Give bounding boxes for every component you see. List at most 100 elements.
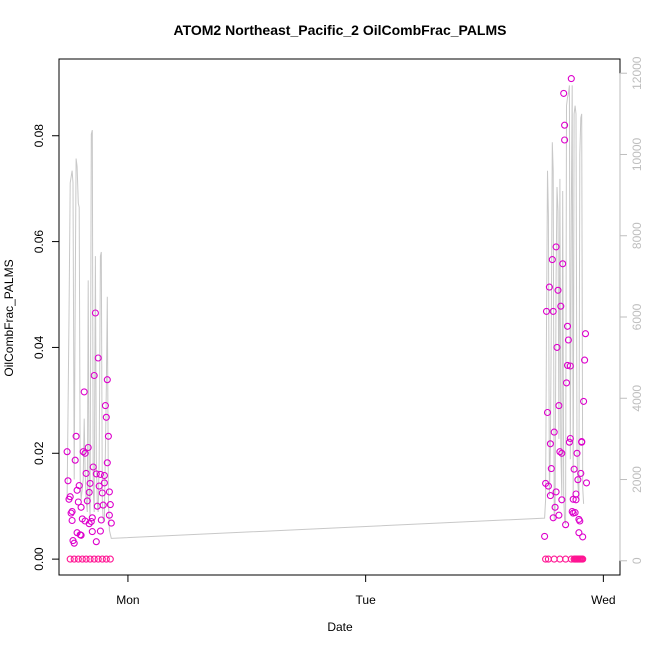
- data-point: [95, 482, 103, 490]
- data-point: [556, 555, 564, 563]
- data-point: [562, 379, 571, 387]
- data-point: [541, 532, 549, 540]
- data-point: [63, 448, 71, 456]
- data-point: [81, 449, 89, 457]
- data-point: [74, 498, 82, 506]
- data-point: [89, 463, 97, 471]
- data-point: [582, 479, 591, 487]
- data-point: [98, 489, 106, 497]
- data-point: [542, 307, 551, 315]
- data-point: [103, 459, 111, 467]
- data-point: [546, 440, 554, 448]
- data-point: [102, 555, 110, 563]
- data-point: [80, 388, 88, 396]
- data-point: [562, 555, 570, 563]
- data-point: [579, 555, 587, 563]
- data-point: [544, 482, 552, 490]
- data-point: [566, 362, 574, 370]
- data-point: [71, 456, 79, 464]
- data-point: [97, 516, 105, 524]
- data-point: [551, 503, 559, 511]
- data-point: [581, 356, 589, 364]
- data-point: [547, 465, 555, 473]
- data-point: [100, 479, 108, 487]
- data-point: [573, 449, 581, 457]
- y2-tick-label: 2000: [630, 466, 644, 493]
- data-point: [86, 555, 94, 563]
- data-point: [70, 539, 78, 547]
- secondary-line-layer: [66, 85, 585, 539]
- axes-layer: 0.00 0.02 0.04 0.06 0.08 Mon Tue Wed 0 2000 4000 60…: [32, 56, 644, 607]
- data-point: [566, 434, 574, 443]
- data-point: [578, 438, 586, 446]
- data-point: [102, 413, 110, 421]
- y2-tick-label: 8000: [630, 222, 644, 249]
- data-point: [581, 330, 590, 338]
- data-point: [90, 555, 98, 563]
- data-point: [90, 371, 98, 380]
- data-point: [99, 501, 107, 509]
- data-point: [72, 432, 80, 440]
- plot-frame: [58, 58, 621, 576]
- data-point: [577, 469, 585, 477]
- data-point: [561, 136, 569, 144]
- data-point: [83, 497, 91, 505]
- data-point: [88, 514, 96, 522]
- data-point: [91, 309, 99, 317]
- y-axis-label: OilCombFrac_PALMS: [2, 259, 16, 376]
- data-point: [562, 521, 570, 529]
- data-point: [75, 482, 83, 490]
- data-point: [545, 283, 553, 291]
- data-point: [96, 470, 104, 478]
- data-point: [574, 476, 582, 484]
- data-point: [64, 477, 72, 485]
- data-point: [576, 517, 584, 525]
- data-point: [100, 471, 108, 480]
- x-axis-label: Date: [327, 620, 353, 634]
- data-point: [107, 519, 115, 527]
- data-point: [542, 555, 550, 563]
- data-point: [82, 555, 90, 563]
- data-point: [84, 443, 92, 452]
- data-point: [563, 322, 572, 330]
- data-point: [550, 555, 558, 563]
- data-point: [85, 520, 93, 528]
- data-point: [559, 260, 567, 268]
- data-point: [104, 432, 112, 440]
- data-point: [68, 507, 76, 516]
- y-tick-label: 0.08: [32, 124, 46, 148]
- y2-tick-label: 0: [630, 557, 644, 564]
- data-point: [94, 555, 102, 563]
- y-tick-label: 0.06: [32, 230, 46, 254]
- data-point: [79, 448, 87, 456]
- data-point: [567, 75, 575, 83]
- data-point: [569, 509, 577, 517]
- data-point: [556, 448, 564, 456]
- data-point: [555, 402, 563, 410]
- data-point: [543, 408, 552, 417]
- data-point: [96, 527, 104, 535]
- data-point: [580, 397, 588, 405]
- data-point: [560, 89, 568, 97]
- y2-tick-label: 4000: [630, 385, 644, 412]
- data-point: [569, 495, 577, 503]
- data-point: [555, 511, 563, 519]
- data-point: [74, 555, 82, 563]
- data-point: [563, 361, 572, 369]
- data-point: [105, 488, 113, 496]
- data-point: [552, 488, 560, 496]
- data-point: [575, 529, 583, 537]
- data-point: [92, 470, 100, 478]
- y2-tick-label: 12000: [630, 56, 644, 90]
- data-point: [98, 555, 106, 563]
- points-layer: [63, 75, 591, 563]
- data-point: [105, 511, 113, 519]
- chart-title: ATOM2 Northeast_Pacific_2 OilCombFrac_PA…: [174, 22, 507, 38]
- y-tick-label: 0.00: [32, 547, 46, 571]
- data-point: [552, 243, 560, 251]
- data-point: [101, 402, 109, 410]
- x-tick-label: Wed: [591, 593, 615, 607]
- data-point: [86, 479, 94, 487]
